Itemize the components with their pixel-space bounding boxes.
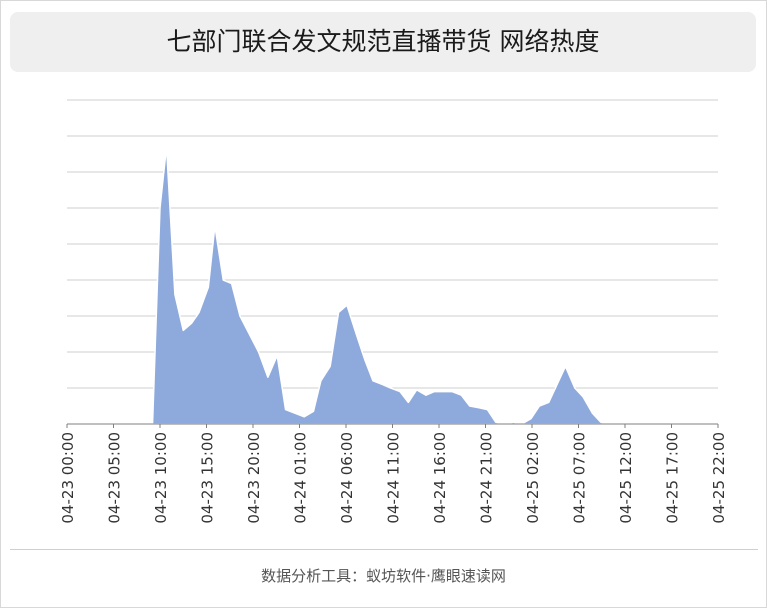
x-tick-label: 04-23 05:00 [106, 432, 124, 524]
x-tick-label: 04-24 06:00 [338, 432, 356, 524]
footer-source: 数据分析工具：蚁坊软件·鹰眼速读网 [261, 567, 506, 585]
x-tick-label: 04-24 01:00 [292, 432, 310, 524]
x-tick-label: 04-25 17:00 [664, 432, 682, 524]
x-tick-label: 04-25 12:00 [617, 432, 635, 524]
x-tick-label: 04-24 16:00 [431, 432, 449, 524]
x-tick-label: 04-23 20:00 [245, 432, 263, 524]
x-axis-ticks: 04-23 00:00 04-23 05:00 04-23 10:00 04-23 1… [59, 424, 728, 524]
x-tick-label: 04-25 02:00 [524, 432, 542, 524]
x-tick-label: 04-23 10:00 [152, 432, 170, 524]
x-tick-label: 04-25 22:00 [710, 432, 728, 524]
area-series [151, 146, 636, 425]
title-bar: 七部门联合发文规范直播带货 网络热度 [10, 12, 756, 72]
x-tick-label: 04-24 21:00 [478, 432, 496, 524]
footer-divider [10, 549, 758, 550]
x-tick-label: 04-25 07:00 [571, 432, 589, 524]
x-tick-label: 04-24 11:00 [385, 432, 403, 524]
x-tick-label: 04-23 00:00 [59, 432, 77, 524]
chart-title: 七部门联合发文规范直播带货 网络热度 [166, 27, 600, 56]
x-tick-label: 04-23 15:00 [199, 432, 217, 524]
